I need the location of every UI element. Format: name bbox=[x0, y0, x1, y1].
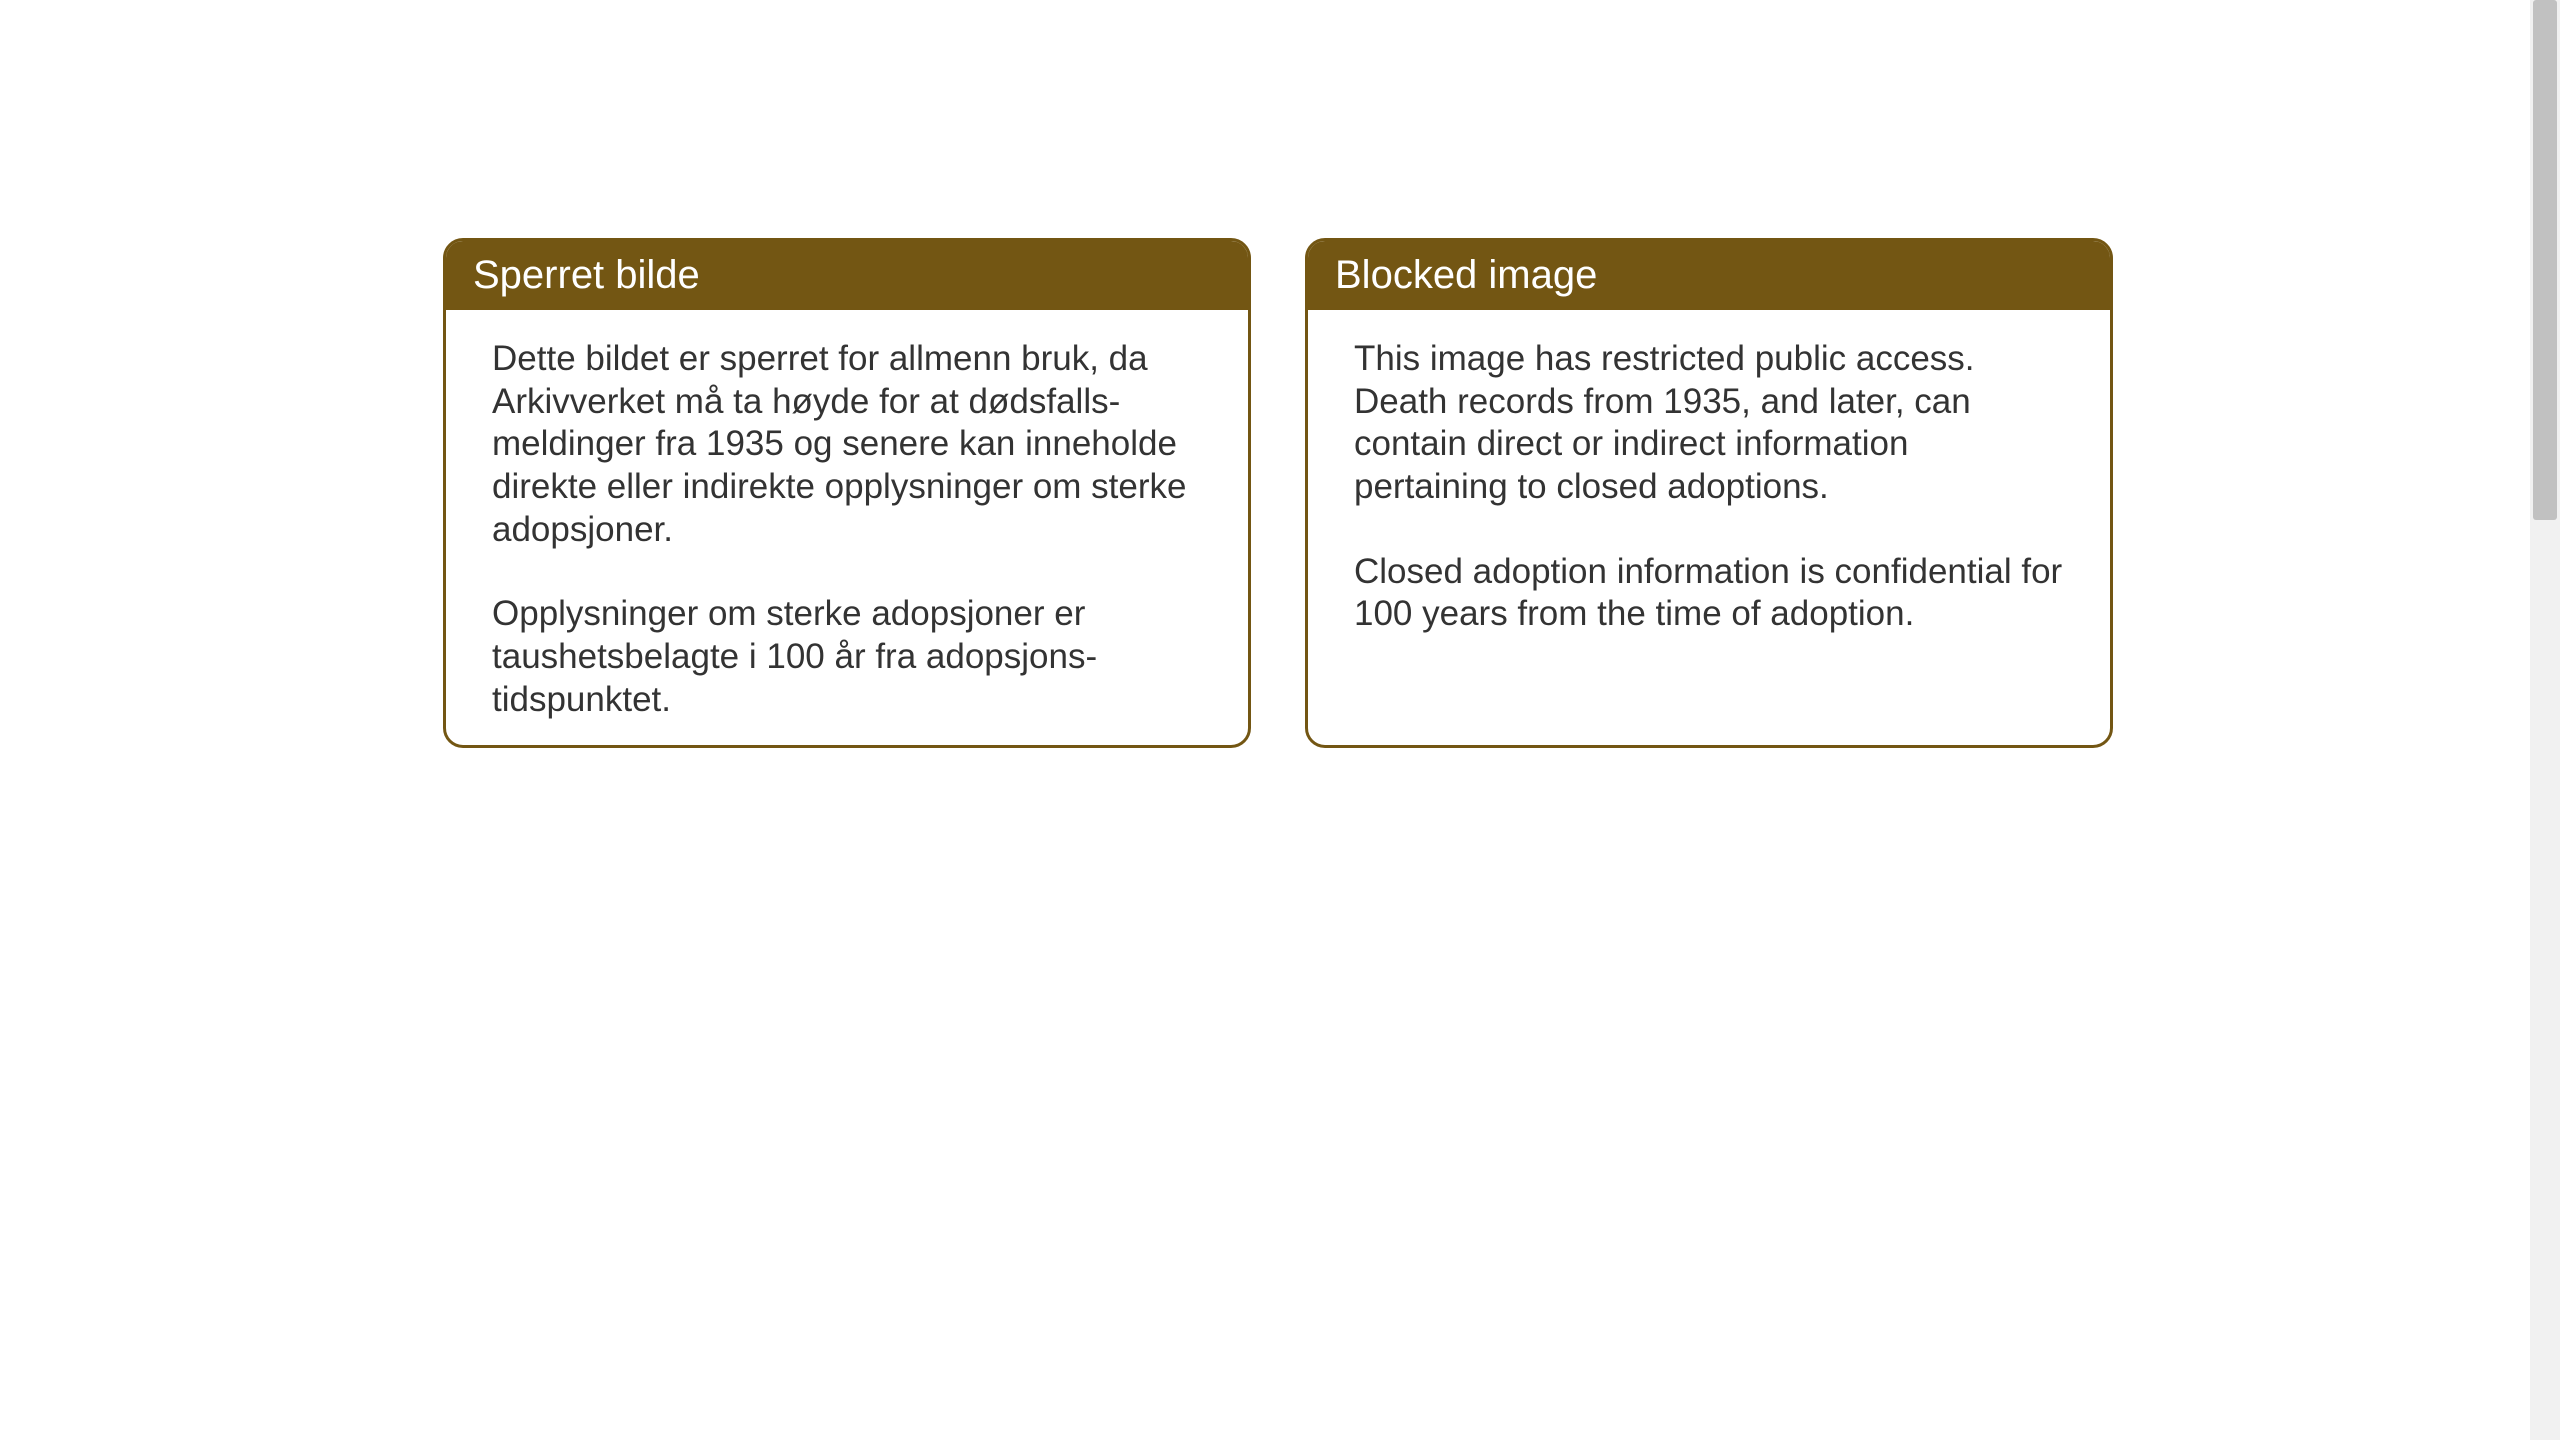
message-paragraph-2-norwegian: Opplysninger om sterke adopsjoner er tau… bbox=[492, 593, 1202, 721]
message-body-norwegian: Dette bildet er sperret for allmenn bruk… bbox=[446, 310, 1248, 748]
message-title-norwegian: Sperret bilde bbox=[473, 253, 700, 297]
scrollbar-thumb[interactable] bbox=[2533, 0, 2557, 520]
message-body-english: This image has restricted public access.… bbox=[1308, 310, 2110, 664]
message-box-english: Blocked image This image has restricted … bbox=[1305, 238, 2113, 748]
message-header-norwegian: Sperret bilde bbox=[446, 241, 1248, 310]
message-container: Sperret bilde Dette bildet er sperret fo… bbox=[443, 238, 2113, 748]
message-header-english: Blocked image bbox=[1308, 241, 2110, 310]
scrollbar-track[interactable] bbox=[2530, 0, 2560, 1440]
message-paragraph-2-english: Closed adoption information is confident… bbox=[1354, 551, 2064, 636]
message-paragraph-1-norwegian: Dette bildet er sperret for allmenn bruk… bbox=[492, 338, 1202, 551]
message-box-norwegian: Sperret bilde Dette bildet er sperret fo… bbox=[443, 238, 1251, 748]
message-paragraph-1-english: This image has restricted public access.… bbox=[1354, 338, 2064, 509]
message-title-english: Blocked image bbox=[1335, 253, 1597, 297]
